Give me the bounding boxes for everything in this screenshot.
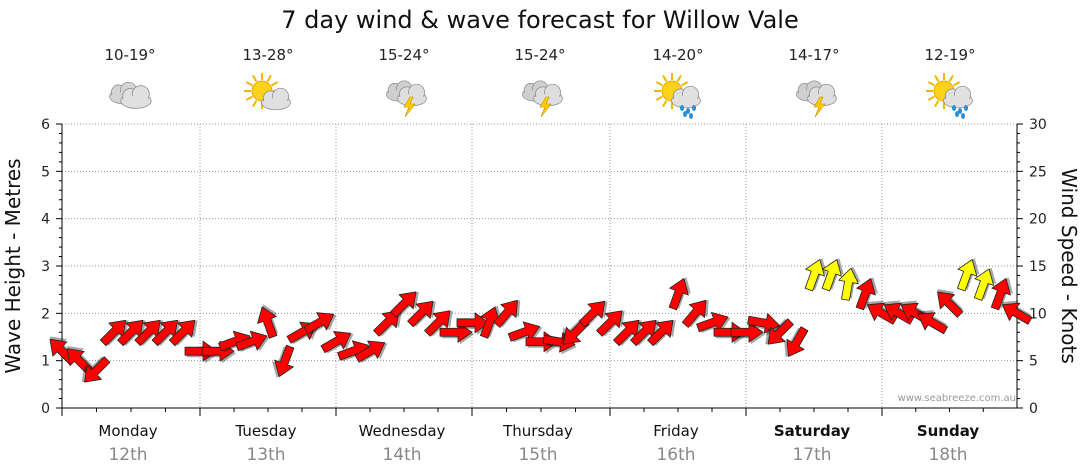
sun-rain-icon	[654, 73, 701, 119]
day-name-label: Thursday	[502, 422, 573, 440]
temperature-range: 13-28°	[242, 46, 293, 64]
y-tick-label-right: 25	[1029, 164, 1047, 180]
y-tick-label-left: 1	[41, 354, 50, 370]
wind-arrow	[390, 291, 419, 318]
wind-arrow	[134, 319, 164, 347]
y-tick-label-left: 4	[41, 212, 50, 228]
wind-arrow	[99, 319, 129, 347]
day-date-label: 13th	[246, 445, 285, 465]
temperature-range: 15-24°	[378, 46, 429, 64]
wind-arrow	[235, 330, 270, 352]
y-tick-label-right: 20	[1029, 212, 1047, 228]
wind-arrow	[821, 258, 844, 292]
wind-arrow	[1001, 300, 1033, 325]
daily-temperatures: 10-19° 13-28° 15-24° 15-24° 14-20° 14-17° 12-1…	[104, 46, 975, 64]
day-name-label: Sunday	[917, 422, 980, 440]
cloudy-icon	[109, 81, 152, 109]
wind-arrow	[424, 310, 453, 337]
weather-icons	[109, 73, 973, 119]
temperature-range: 14-20°	[652, 46, 703, 64]
temperature-range: 14-17°	[788, 46, 839, 64]
y-tick-label-right: 30	[1029, 117, 1047, 133]
temperature-range: 12-19°	[924, 46, 975, 64]
wind-arrows	[49, 258, 1033, 383]
wind-arrow	[303, 312, 337, 335]
wind-arrow	[838, 266, 861, 301]
day-name-label: Wednesday	[359, 422, 446, 440]
thunderstorm-icon	[796, 80, 837, 118]
day-name-label: Saturday	[774, 422, 851, 440]
wind-arrow	[765, 318, 794, 345]
day-date-label: 14th	[382, 445, 421, 465]
y-axis-label-right: Wind Speed - Knots	[1057, 168, 1080, 364]
wind-arrow	[613, 319, 642, 347]
sun-rain-icon	[926, 73, 973, 119]
temperature-range: 10-19°	[104, 46, 155, 64]
wind-arrow	[373, 310, 402, 337]
wind-arrow	[855, 277, 878, 311]
wind-arrow	[990, 277, 1014, 311]
wind-arrow	[804, 258, 827, 292]
wind-arrow	[151, 319, 181, 347]
wind-arrow	[272, 344, 295, 378]
y-tick-label-right: 0	[1029, 401, 1038, 417]
wind-arrow	[647, 319, 676, 347]
wind-arrow	[784, 326, 809, 358]
y-tick-label-left: 2	[41, 306, 50, 322]
wind-arrow	[439, 321, 474, 345]
y-axis-label-left: Wave Height - Metres	[1, 158, 25, 373]
y-tick-label-left: 3	[41, 259, 50, 275]
wind-arrow	[883, 300, 915, 325]
temperature-range: 15-24°	[514, 46, 565, 64]
wind-arrow	[117, 319, 146, 347]
wind-arrow	[578, 300, 608, 328]
wind-arrow	[630, 319, 659, 347]
wind-arrow	[681, 299, 709, 328]
thunderstorm-icon	[522, 80, 563, 118]
wind-arrow	[957, 258, 980, 292]
wind-arrow	[320, 331, 354, 354]
wind-arrow	[937, 289, 964, 318]
wind-arrow	[354, 340, 388, 363]
grid-lines	[62, 123, 1017, 409]
y-tick-label-right: 15	[1029, 259, 1047, 275]
wind-arrow	[973, 267, 997, 301]
y-tick-label-right: 5	[1029, 354, 1038, 370]
y-tick-label-right: 10	[1029, 306, 1047, 322]
y-tick-label-left: 6	[41, 117, 50, 133]
wind-arrow	[479, 305, 503, 339]
wind-arrow	[493, 299, 521, 328]
day-date-label: 12th	[108, 445, 147, 465]
watermark: www.seabreeze.com.au	[898, 393, 1016, 404]
axes: 0 1 2 3 4 5 6 0 5 10 15 20 25 30	[41, 117, 1047, 417]
chart-title: 7 day wind & wave forecast for Willow Va…	[281, 6, 798, 34]
wind-arrow	[257, 304, 279, 339]
x-axis-day-labels: Monday 12th Tuesday 13th Wednesday 14th Thursd…	[98, 422, 979, 465]
wind-arrow	[596, 310, 625, 337]
wind-arrow	[730, 321, 765, 345]
wind-arrow	[917, 309, 949, 335]
day-date-label: 16th	[656, 445, 695, 465]
day-name-label: Tuesday	[234, 422, 296, 440]
wind-arrow	[81, 356, 111, 383]
y-tick-label-left: 0	[41, 401, 50, 417]
wind-arrow	[407, 300, 436, 328]
wind-arrow	[866, 300, 898, 325]
wind-arrow	[66, 345, 94, 375]
thunderstorm-icon	[386, 80, 427, 118]
sun-cloud-icon	[244, 73, 291, 111]
day-date-label: 18th	[928, 445, 967, 465]
day-name-label: Friday	[653, 422, 699, 440]
wind-arrow	[668, 277, 691, 311]
day-name-label: Monday	[98, 422, 157, 440]
wind-arrow	[168, 319, 198, 347]
y-tick-label-left: 5	[41, 164, 50, 180]
day-date-label: 15th	[518, 445, 557, 465]
day-date-label: 17th	[792, 445, 831, 465]
